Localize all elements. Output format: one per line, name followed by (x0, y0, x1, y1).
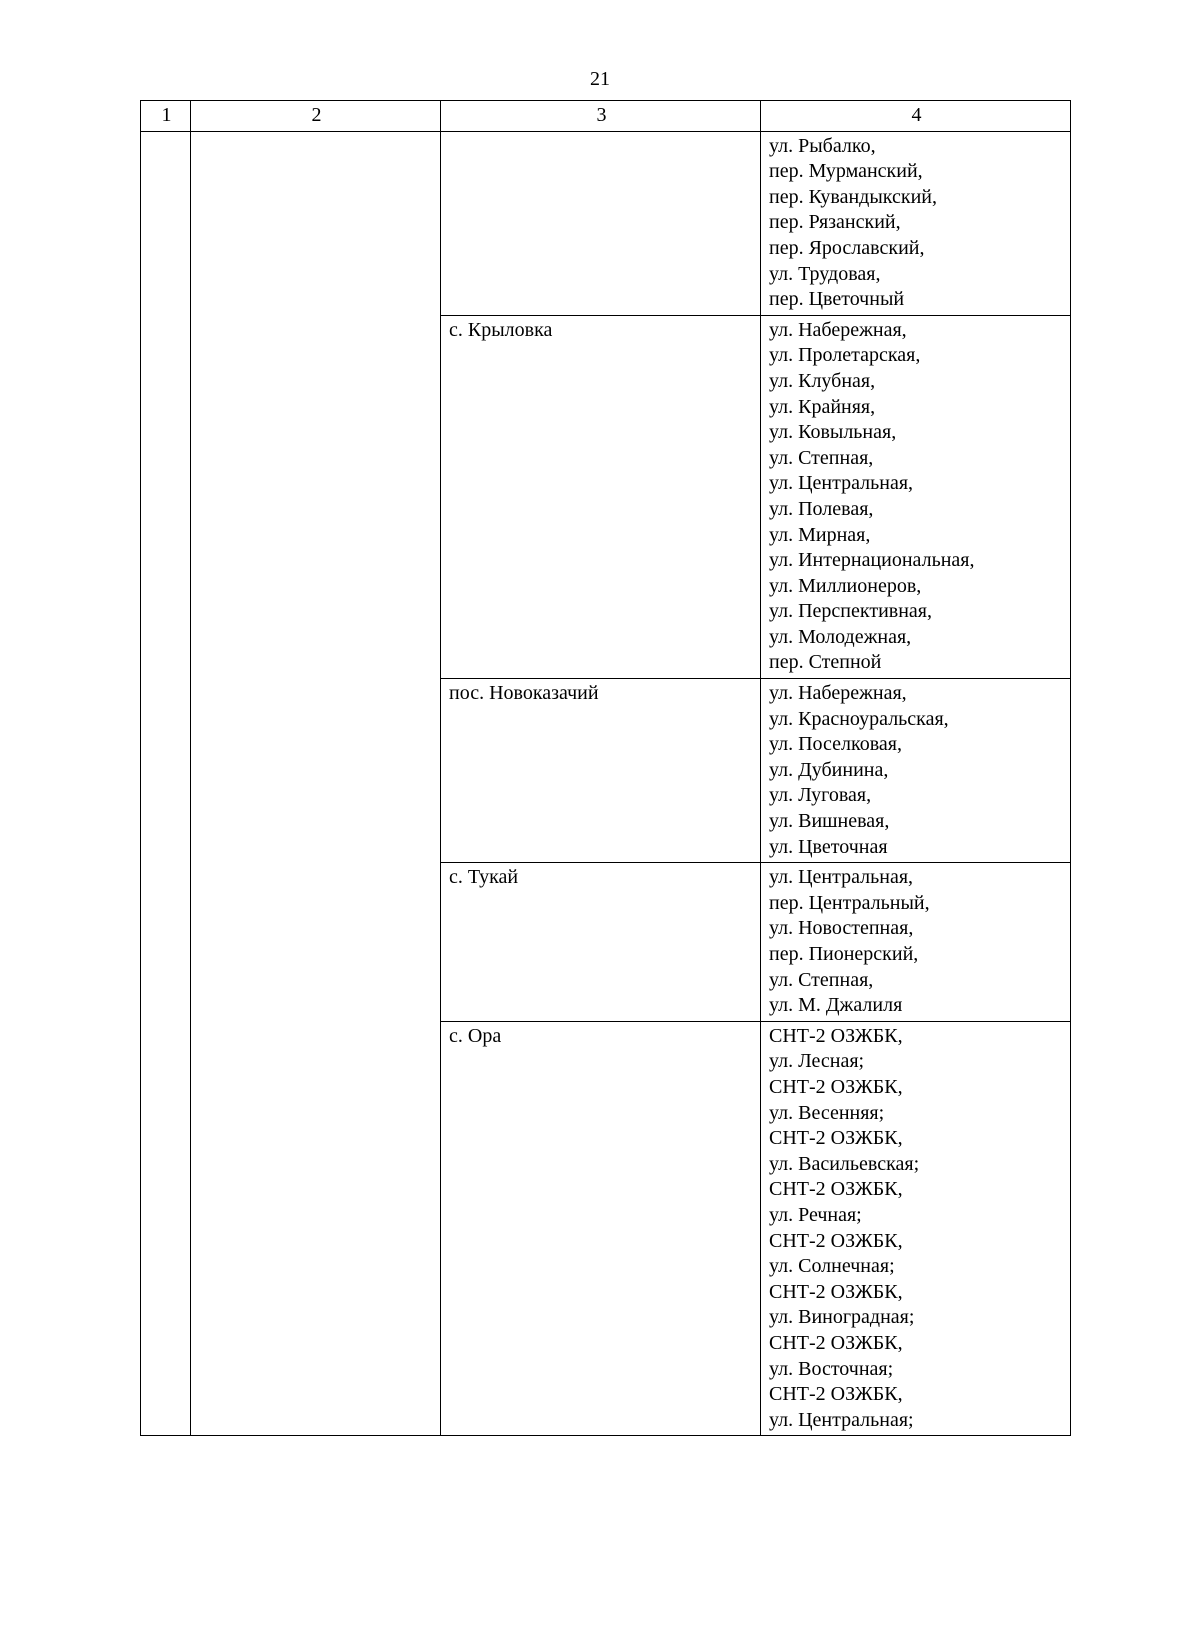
cell-locality: с. Тукай (441, 863, 761, 1022)
cell-streets: ул. Набережная, ул. Пролетарская, ул. Кл… (761, 315, 1071, 678)
cell-locality: с. Ора (441, 1021, 761, 1436)
data-table-wrap: 1 2 3 4 ул. Рыбалко, пер. Мурманский, пе… (140, 100, 1070, 1436)
col-header-1: 1 (141, 101, 191, 132)
page-number: 21 (0, 68, 1200, 91)
col-header-2: 2 (191, 101, 441, 132)
data-table: 1 2 3 4 ул. Рыбалко, пер. Мурманский, пе… (140, 100, 1071, 1436)
table-header-row: 1 2 3 4 (141, 101, 1071, 132)
cell-streets: ул. Центральная, пер. Центральный, ул. Н… (761, 863, 1071, 1022)
cell-col1 (141, 131, 191, 1436)
col-header-3: 3 (441, 101, 761, 132)
cell-locality: пос. Новоказачий (441, 679, 761, 863)
cell-streets: ул. Рыбалко, пер. Мурманский, пер. Куван… (761, 131, 1071, 315)
cell-streets: ул. Набережная, ул. Красноуральская, ул.… (761, 679, 1071, 863)
cell-locality: с. Крыловка (441, 315, 761, 678)
cell-locality (441, 131, 761, 315)
cell-streets: СНТ-2 ОЗЖБК, ул. Лесная; СНТ-2 ОЗЖБК, ул… (761, 1021, 1071, 1436)
table-row: ул. Рыбалко, пер. Мурманский, пер. Куван… (141, 131, 1071, 315)
col-header-4: 4 (761, 101, 1071, 132)
cell-col2 (191, 131, 441, 1436)
